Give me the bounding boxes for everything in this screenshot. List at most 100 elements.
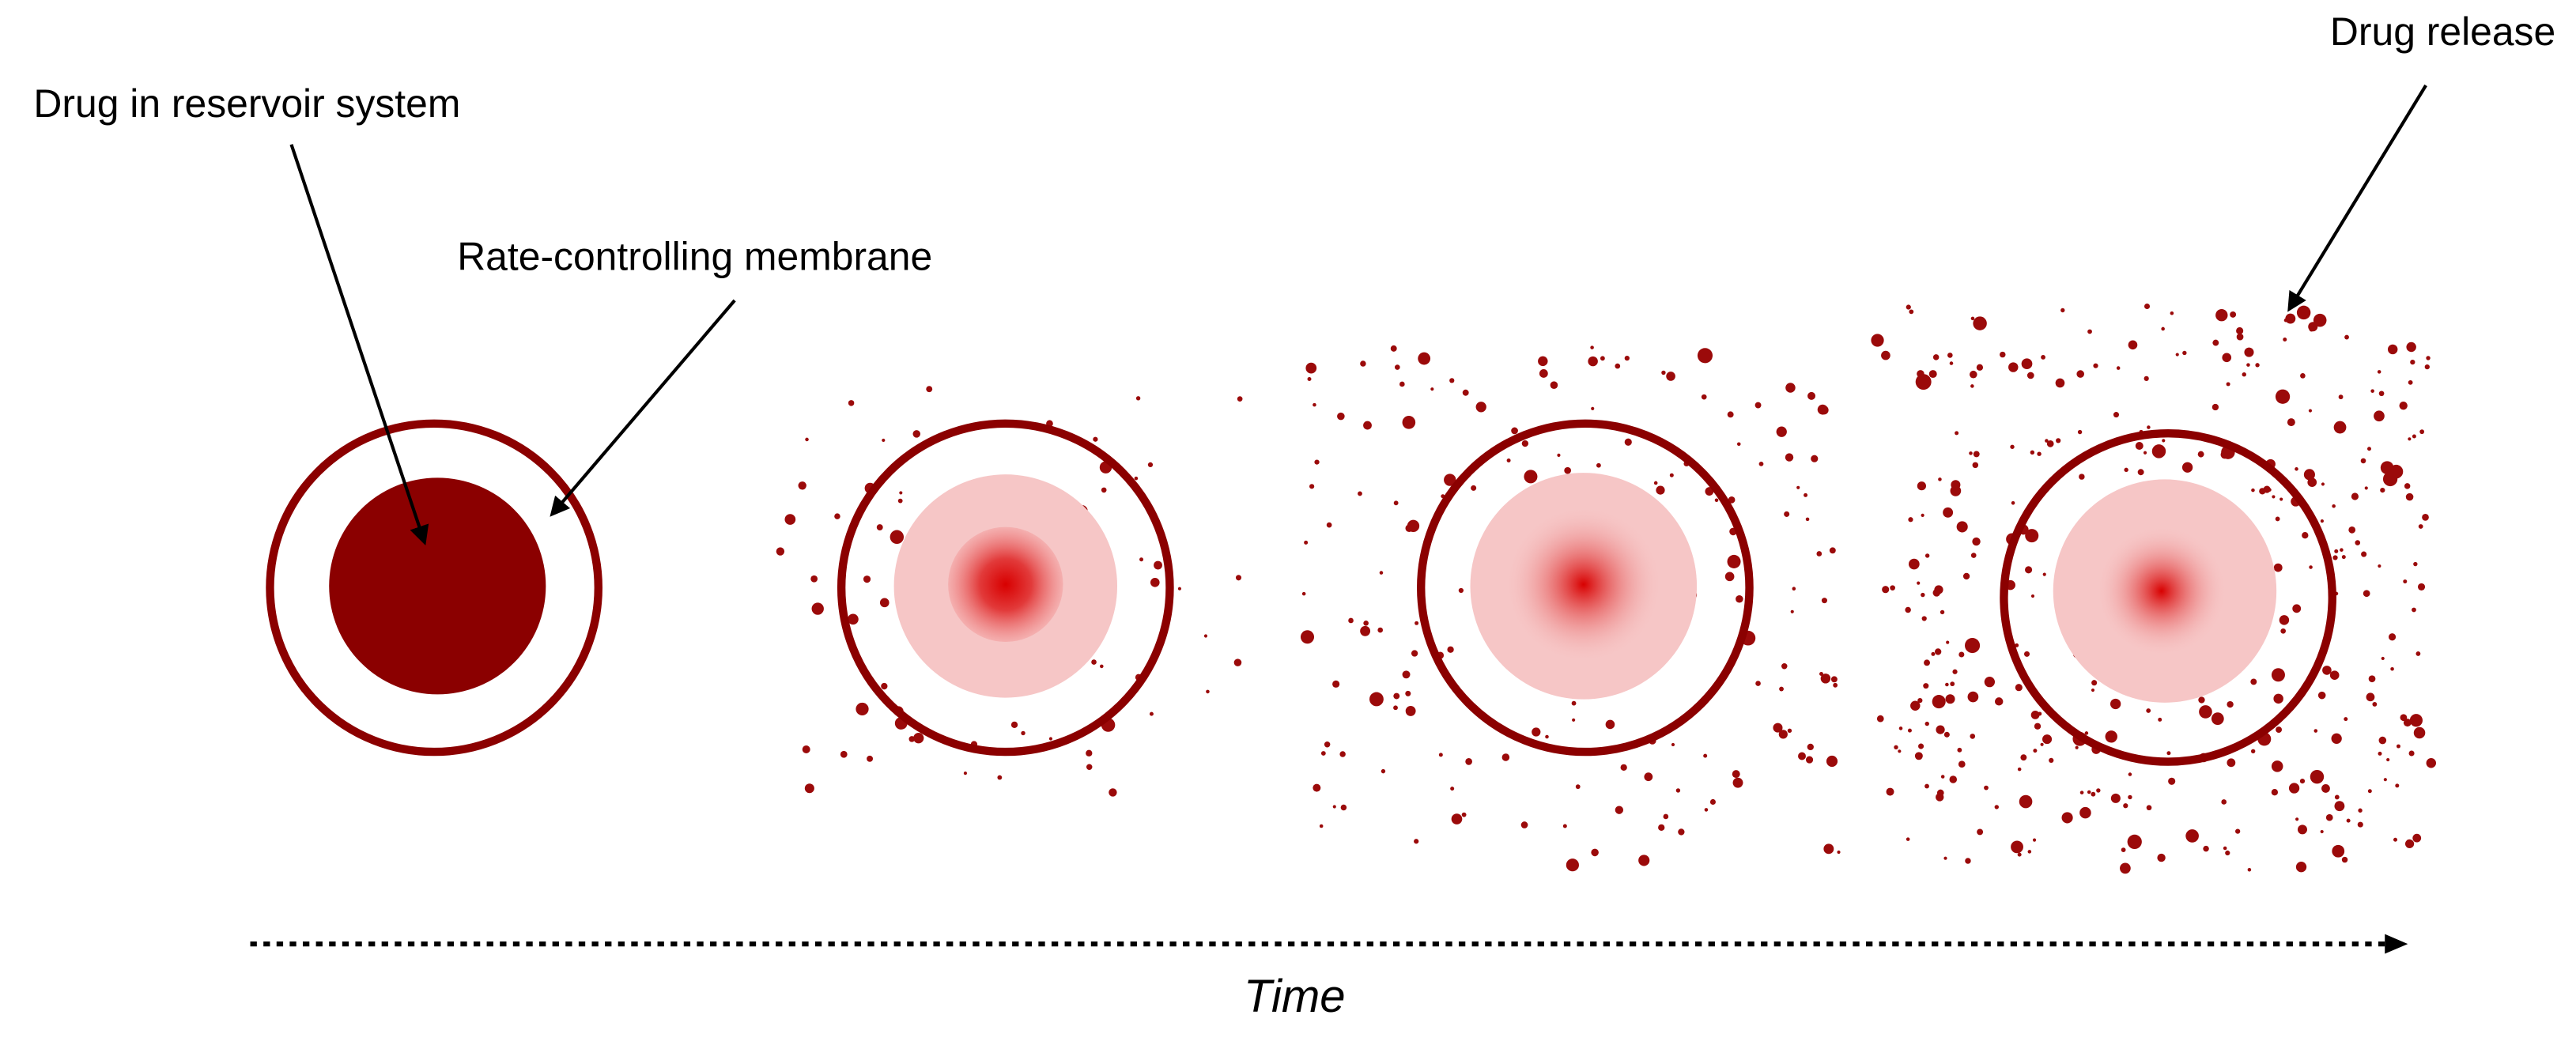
drug-particle bbox=[2011, 501, 2015, 505]
drug-particle bbox=[997, 775, 1003, 780]
drug-particle bbox=[2313, 729, 2318, 733]
drug-particle bbox=[2320, 519, 2324, 523]
drug-particle bbox=[1405, 690, 1411, 696]
drug-particle bbox=[1921, 616, 1927, 621]
drug-particle bbox=[1787, 728, 1792, 734]
drug-particle bbox=[1955, 431, 1959, 436]
drug-particle bbox=[2227, 700, 2234, 708]
drug-particle bbox=[2404, 839, 2415, 849]
drug-particle bbox=[2146, 805, 2152, 811]
drug-particle bbox=[2418, 524, 2423, 529]
drug-particle bbox=[2255, 363, 2260, 368]
drug-particle bbox=[2113, 412, 2120, 418]
drug-particle bbox=[1309, 484, 1315, 489]
drug-particle bbox=[2336, 845, 2340, 849]
drug-particle bbox=[926, 386, 933, 393]
drug-particle bbox=[1950, 485, 1962, 496]
drug-particle bbox=[1958, 760, 1966, 768]
drug-particle bbox=[2361, 551, 2367, 557]
drug-particle bbox=[2334, 801, 2345, 812]
drug-particle bbox=[2415, 651, 2421, 656]
drug-particle bbox=[840, 750, 848, 758]
drug-particle bbox=[2193, 836, 2197, 840]
drug-particle bbox=[913, 733, 924, 744]
drug-particle bbox=[1363, 620, 1369, 626]
drug-particle bbox=[1678, 828, 1685, 836]
drug-particle bbox=[2020, 754, 2027, 761]
membrane bbox=[2000, 429, 2336, 766]
drug-particle bbox=[1871, 334, 1884, 347]
drug-particle bbox=[1301, 591, 1306, 596]
drug-particle bbox=[2212, 339, 2219, 346]
drug-particle bbox=[804, 783, 814, 794]
drug-particle bbox=[1976, 364, 1984, 371]
drug-particle bbox=[2403, 719, 2412, 727]
drug-particle bbox=[1605, 719, 1615, 730]
drug-particle bbox=[1101, 487, 1107, 493]
drug-particle bbox=[2127, 834, 2142, 850]
drug-particle bbox=[2222, 353, 2232, 363]
drug-particle bbox=[1337, 412, 1345, 421]
drug-particle bbox=[1379, 571, 1384, 575]
drug-particle bbox=[2403, 579, 2408, 584]
drug-particle bbox=[2285, 313, 2296, 324]
drug-particle bbox=[863, 575, 871, 583]
drug-particle bbox=[2144, 375, 2149, 381]
drug-particle bbox=[2079, 806, 2091, 819]
drug-particle bbox=[2387, 344, 2398, 355]
drug-particle bbox=[2056, 438, 2061, 443]
drug-particle bbox=[2283, 337, 2287, 341]
drug-particle bbox=[2027, 850, 2032, 854]
drug-particle bbox=[2244, 347, 2254, 357]
drug-particle bbox=[1947, 353, 1953, 358]
drug-particle bbox=[1524, 470, 1538, 484]
drug-particle bbox=[1506, 458, 1511, 463]
drug-particle bbox=[876, 524, 883, 530]
drug-particle bbox=[1829, 547, 1836, 554]
label: Rate-controlling membrane bbox=[457, 234, 932, 278]
drug-particle bbox=[1363, 421, 1372, 430]
drug-particle bbox=[2332, 504, 2336, 508]
drug-particle bbox=[1390, 345, 1397, 352]
drug-particle bbox=[1669, 473, 1674, 477]
drug-particle bbox=[2333, 421, 2347, 434]
drug-particle bbox=[1906, 304, 1911, 310]
drug-particle bbox=[879, 598, 890, 608]
drug-particle bbox=[1638, 855, 1650, 866]
drug-particle bbox=[1313, 783, 1321, 792]
drug-particle bbox=[1876, 715, 1884, 723]
drug-particle bbox=[2426, 356, 2431, 360]
drug-particle bbox=[1773, 723, 1783, 733]
drug-particle bbox=[1754, 402, 1762, 409]
drug-particle bbox=[1984, 677, 1996, 688]
drug-particle bbox=[867, 755, 874, 762]
drug-particle bbox=[2408, 750, 2415, 757]
reservoir bbox=[2095, 525, 2227, 657]
drug-particle bbox=[1393, 705, 1398, 711]
drug-particle bbox=[2166, 751, 2171, 756]
drug-particle bbox=[776, 547, 785, 556]
drug-particle bbox=[2302, 532, 2309, 539]
membrane bbox=[1417, 419, 1754, 757]
drug-particle bbox=[1393, 500, 1399, 506]
drug-particle bbox=[1666, 372, 1675, 381]
drug-particle bbox=[1820, 674, 1831, 684]
drug-particle bbox=[2383, 778, 2387, 782]
drug-particle bbox=[1924, 783, 1929, 789]
drug-particle bbox=[2075, 745, 2079, 749]
drug-particle bbox=[1206, 689, 1210, 694]
drug-particle bbox=[2250, 678, 2257, 685]
drug-particle bbox=[2105, 730, 2117, 743]
drug-particle bbox=[1501, 753, 1510, 761]
drug-particle bbox=[2128, 772, 2132, 776]
drug-particle bbox=[2128, 340, 2138, 350]
drug-particle bbox=[2380, 487, 2385, 493]
drug-particle bbox=[1086, 749, 1093, 757]
drug-particle bbox=[2287, 418, 2295, 427]
drug-particle bbox=[1952, 669, 1958, 674]
drug-particle bbox=[1882, 586, 1890, 594]
drug-particle bbox=[1369, 692, 1384, 707]
drug-particle bbox=[1958, 651, 1965, 658]
drug-particle bbox=[2360, 458, 2366, 464]
